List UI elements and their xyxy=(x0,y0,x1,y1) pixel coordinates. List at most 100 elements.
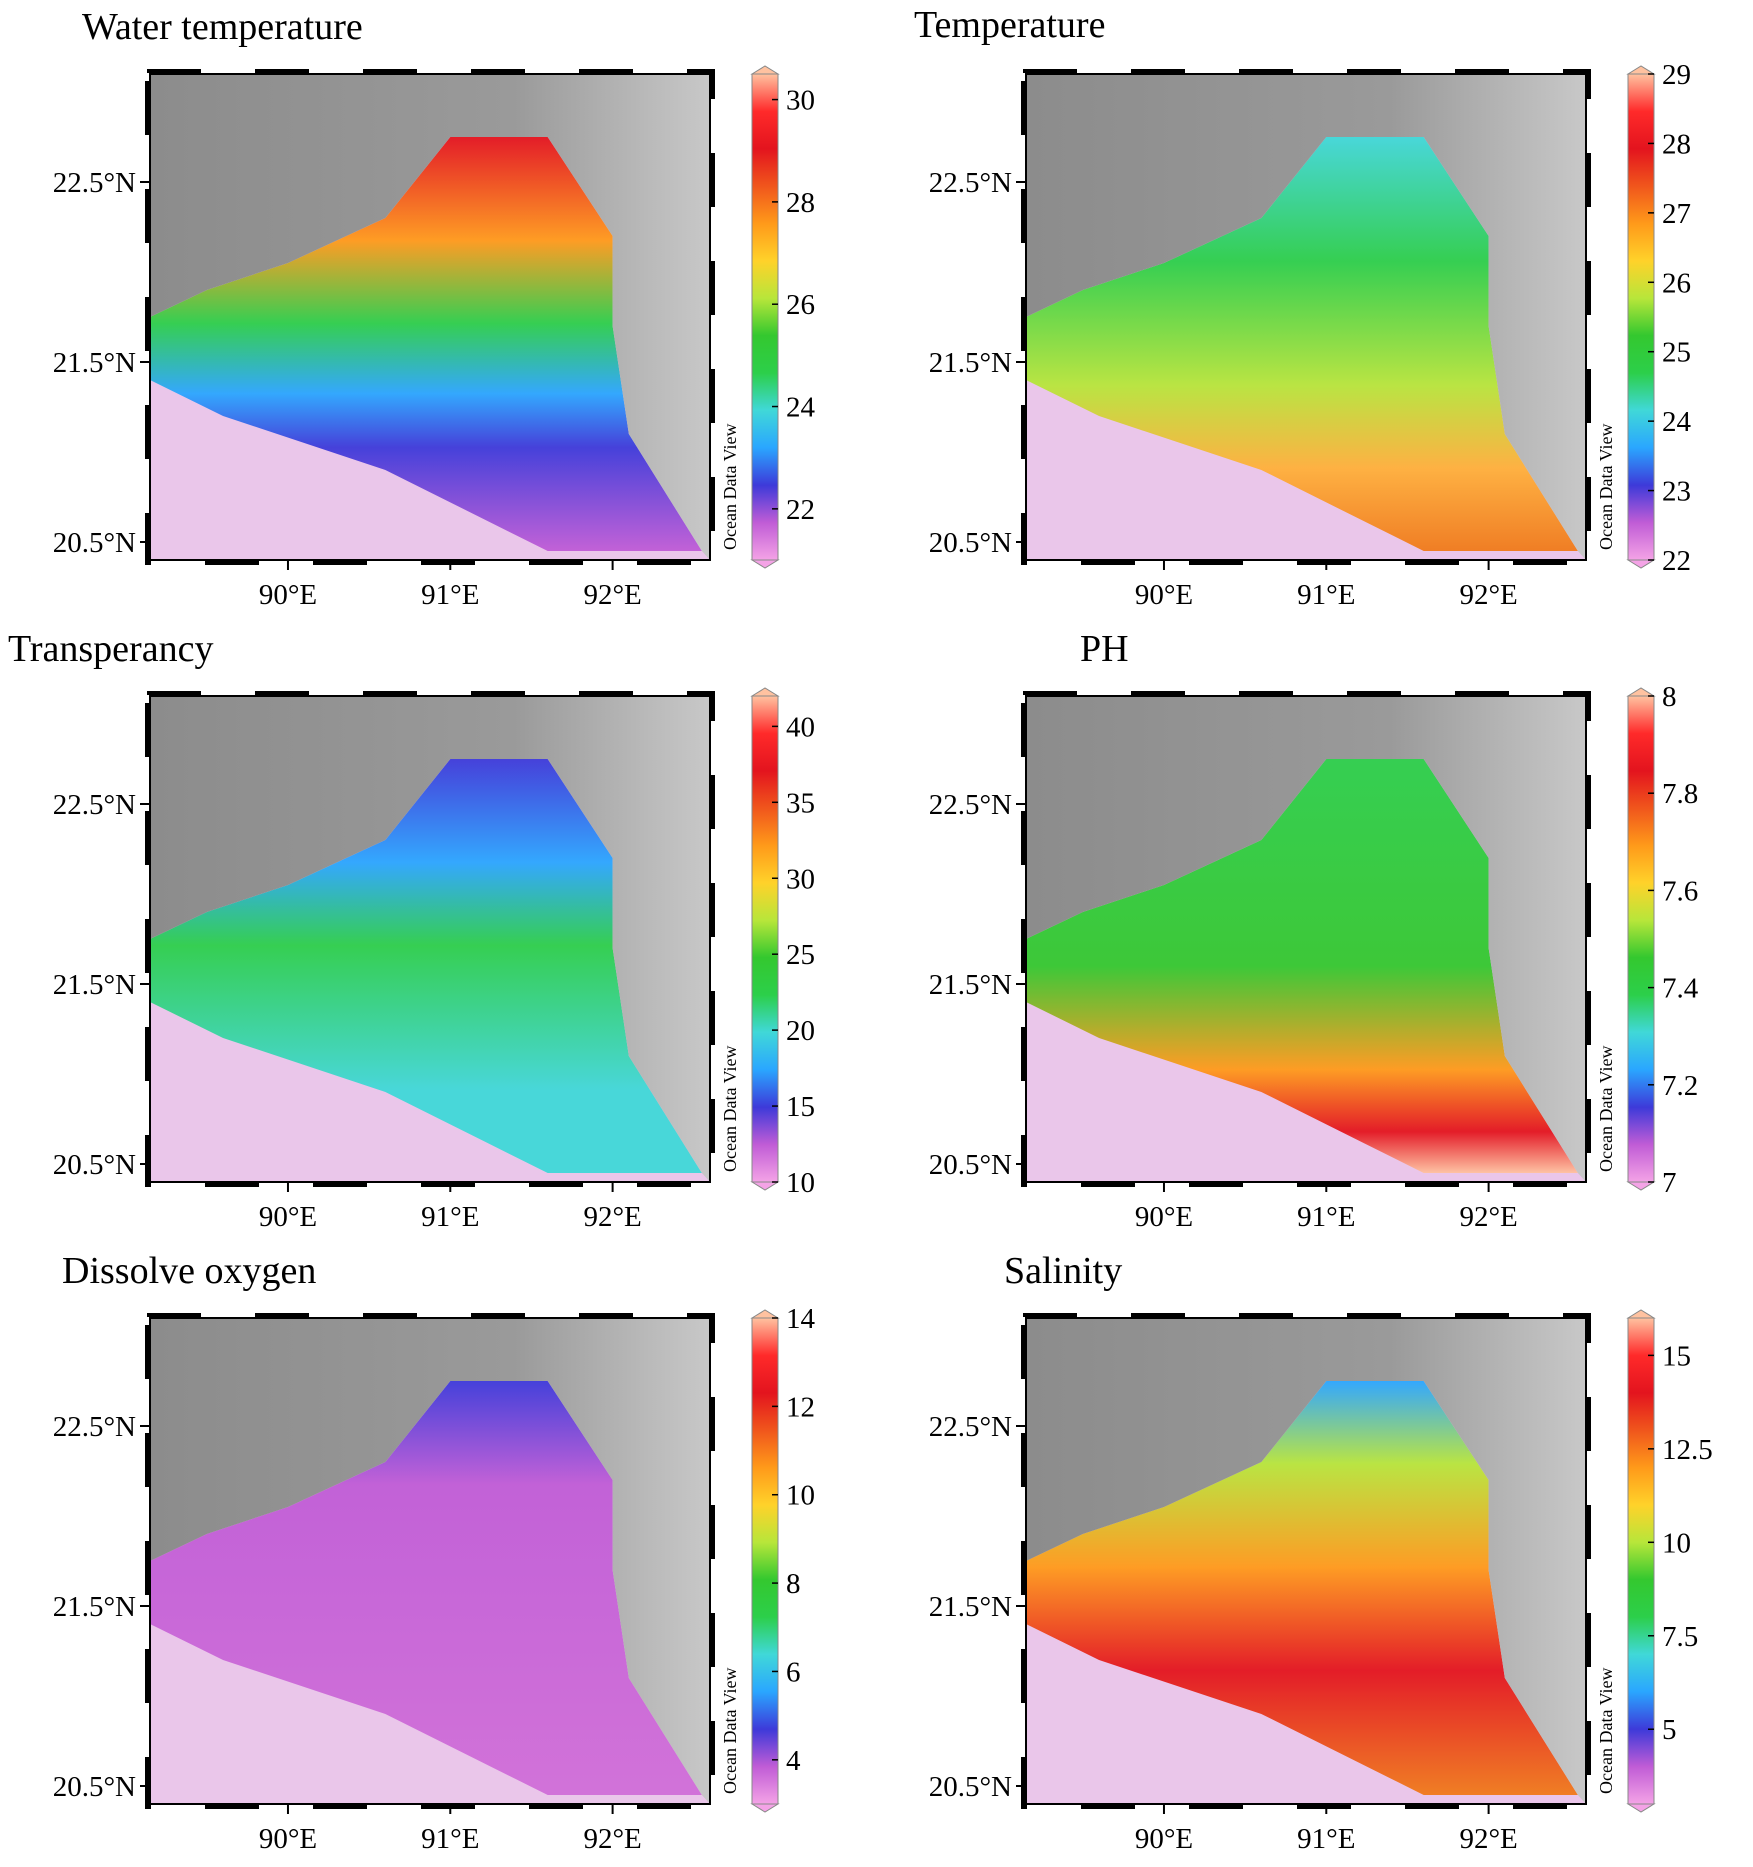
colorbar-tick-label: 30 xyxy=(786,863,815,895)
lon-label: 92°E xyxy=(1459,579,1517,611)
lat-label: 22.5°N xyxy=(929,1411,1012,1443)
lat-label: 20.5°N xyxy=(53,1771,136,1803)
colorbar-tick-label: 28 xyxy=(1662,128,1691,160)
panel-transparency: Transperancy 22.5°N 21.5°N 20.5°N 90°E 91°E 9… xyxy=(0,622,876,1244)
lon-label: 91°E xyxy=(1297,1201,1355,1233)
panel-title: PH xyxy=(1080,628,1129,670)
lat-label: 22.5°N xyxy=(53,1411,136,1443)
land-mass xyxy=(150,74,710,560)
panel-ph: PH 22.5°N 21.5°N 20.5°N 90°E 91°E 92°E Ocean D… xyxy=(876,622,1752,1244)
map-salinity: 22.5°N 21.5°N 20.5°N 90°E 91°E 92°E Ocean Data… xyxy=(929,1309,1713,1855)
lat-label: 21.5°N xyxy=(929,347,1012,379)
lat-label: 20.5°N xyxy=(929,1149,1012,1181)
watermark: Ocean Data View xyxy=(1596,1045,1616,1172)
colorbar-tick-label: 40 xyxy=(786,711,815,743)
lat-label: 20.5°N xyxy=(929,1771,1012,1803)
colorbar-bottom-arrow xyxy=(750,1803,780,1813)
watermark: Ocean Data View xyxy=(1596,423,1616,550)
land-mass xyxy=(1026,1318,1586,1804)
colorbar-bottom-arrow xyxy=(750,559,780,569)
colorbar-tick-label: 4 xyxy=(786,1745,801,1777)
colorbar-tick-label: 24 xyxy=(1662,406,1692,438)
panel-dissolved-oxygen: Dissolve oxygen 22.5°N 21.5°N 20.5°N 90°E 91… xyxy=(0,1244,876,1866)
panel-title: Water temperature xyxy=(82,6,363,48)
colorbar-tick-label: 28 xyxy=(786,187,815,219)
colorbar-top-arrow xyxy=(750,687,780,697)
panel-water-temperature: Water temperature 22.5°N 21.5°N 20.5°N 90°E… xyxy=(0,0,876,622)
panel-temperature: Temperature 22.5°N 21.5°N 20.5°N 90°E 91°E 92… xyxy=(876,0,1752,622)
colorbar-tick-label: 30 xyxy=(786,85,815,117)
data-field xyxy=(1026,137,1578,551)
colorbar-bottom-arrow xyxy=(1626,559,1656,569)
colorbar xyxy=(751,695,779,1183)
colorbar xyxy=(751,1317,779,1805)
map-transparency: 22.5°N 21.5°N 20.5°N 90°E 91°E 92°E Ocean Data… xyxy=(53,687,815,1233)
map-dissolved-oxygen: 22.5°N 21.5°N 20.5°N 90°E 91°E 92°E Ocean Data… xyxy=(53,1303,816,1855)
map-ph: 22.5°N 21.5°N 20.5°N 90°E 91°E 92°E Ocean Data… xyxy=(929,681,1699,1233)
map-frame xyxy=(1025,73,1587,561)
colorbar-tick-label: 15 xyxy=(786,1091,815,1123)
watermark: Ocean Data View xyxy=(720,423,740,550)
colorbar-tick-label: 7.2 xyxy=(1662,1070,1698,1102)
map-border-ticks xyxy=(1021,69,1591,565)
colorbar-tick-label: 5 xyxy=(1662,1714,1677,1746)
lat-label: 20.5°N xyxy=(929,527,1012,559)
map-temperature: 22.5°N 21.5°N 20.5°N 90°E 91°E 92°E Ocean Data… xyxy=(929,59,1692,611)
lon-label: 90°E xyxy=(259,1823,317,1855)
lat-label: 21.5°N xyxy=(53,969,136,1001)
lon-label: 91°E xyxy=(1297,1823,1355,1855)
lon-label: 92°E xyxy=(583,1823,641,1855)
lat-label: 22.5°N xyxy=(929,789,1012,821)
map-frame xyxy=(149,695,711,1183)
lon-label: 91°E xyxy=(1297,579,1355,611)
data-field xyxy=(1026,759,1578,1173)
colorbar-tick-label: 27 xyxy=(1662,198,1691,230)
colorbar-top-arrow xyxy=(1626,65,1656,75)
colorbar-tick-label: 10 xyxy=(1662,1527,1691,1559)
colorbar-tick-label: 22 xyxy=(1662,545,1691,577)
colorbar-tick-label: 25 xyxy=(786,939,815,971)
map-water-temperature: 22.5°N 21.5°N 20.5°N 90°E 91°E 92°E Ocean Data… xyxy=(53,65,816,611)
colorbar-tick-label: 14 xyxy=(786,1303,816,1335)
colorbar-tick-label: 8 xyxy=(786,1568,801,1600)
colorbar xyxy=(1627,73,1655,561)
lon-label: 90°E xyxy=(259,579,317,611)
lat-label: 22.5°N xyxy=(53,789,136,821)
land-mass xyxy=(1026,696,1586,1182)
land-mass xyxy=(1026,74,1586,560)
colorbar xyxy=(1627,695,1655,1183)
colorbar-top-arrow xyxy=(1626,687,1656,697)
colorbar-tick-label: 25 xyxy=(1662,337,1691,369)
watermark: Ocean Data View xyxy=(720,1045,740,1172)
colorbar-top-arrow xyxy=(1626,1309,1656,1319)
colorbar-tick-label: 24 xyxy=(786,392,816,424)
colorbar-tick-label: 6 xyxy=(786,1656,801,1688)
lon-label: 92°E xyxy=(1459,1823,1517,1855)
colorbar-tick-label: 15 xyxy=(1662,1340,1691,1372)
colorbar-bottom-arrow xyxy=(750,1181,780,1191)
colorbar-bottom-arrow xyxy=(1626,1181,1656,1191)
map-border-ticks xyxy=(145,69,715,565)
data-field xyxy=(150,759,702,1173)
colorbar-tick-label: 7 xyxy=(1662,1167,1677,1199)
lon-label: 90°E xyxy=(1135,1823,1193,1855)
data-field xyxy=(1026,1381,1578,1795)
watermark: Ocean Data View xyxy=(720,1667,740,1794)
panel-title: Salinity xyxy=(1004,1250,1123,1292)
land-mass xyxy=(150,1318,710,1804)
lon-label: 91°E xyxy=(421,1823,479,1855)
colorbar xyxy=(751,73,779,561)
colorbar-top-arrow xyxy=(750,65,780,75)
map-frame xyxy=(1025,1317,1587,1805)
lat-label: 21.5°N xyxy=(929,969,1012,1001)
colorbar-top-arrow xyxy=(750,1309,780,1319)
data-field xyxy=(150,137,702,551)
colorbar-tick-label: 22 xyxy=(786,494,815,526)
map-border-ticks xyxy=(1021,691,1591,1187)
map-frame xyxy=(1025,695,1587,1183)
colorbar-tick-label: 20 xyxy=(786,1015,815,1047)
lat-label: 20.5°N xyxy=(53,527,136,559)
colorbar-tick-label: 7.8 xyxy=(1662,778,1698,810)
lat-label: 21.5°N xyxy=(53,1591,136,1623)
lon-label: 90°E xyxy=(259,1201,317,1233)
